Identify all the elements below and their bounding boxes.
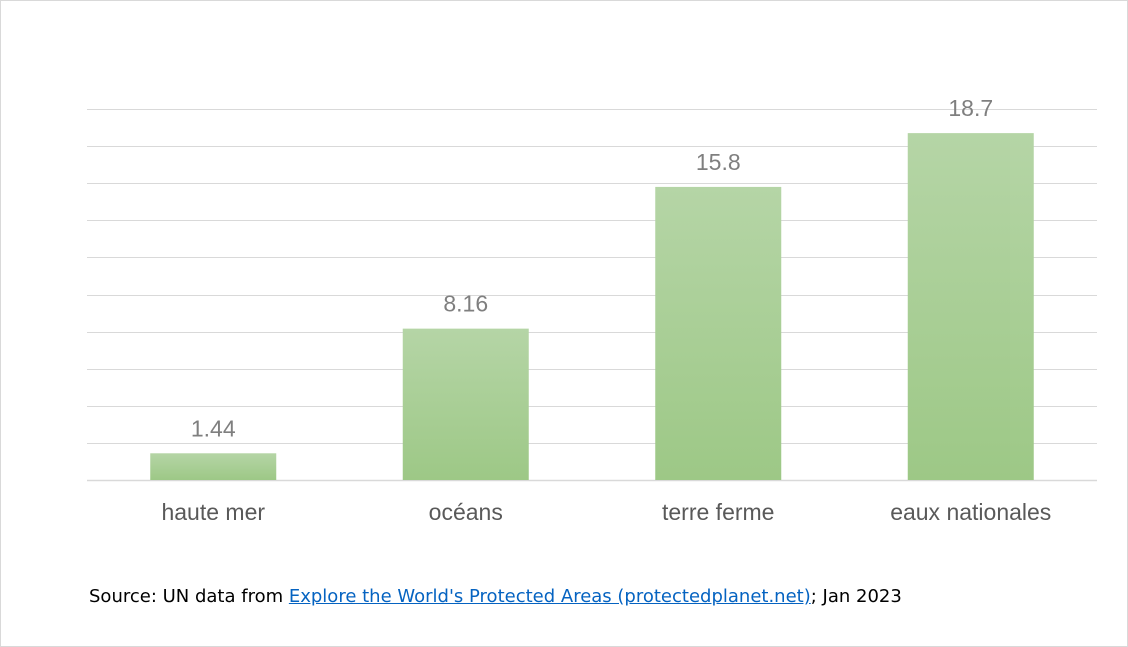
source-link[interactable]: Explore the World's Protected Areas (pro… [288,586,811,607]
data-label: 15.8 [696,149,741,175]
data-label: 18.7 [948,95,993,121]
value-labels: 1.44 8.16 15.8 18.7 [191,95,993,441]
data-label: 8.16 [443,291,488,317]
category-tick-label: terre ferme [662,499,774,525]
bar-haute-mer [150,453,277,480]
data-label: 1.44 [191,415,236,441]
bars [150,133,1034,481]
source-suffix: ; Jan 2023 [810,586,902,607]
category-labels: haute mer océans terre ferme eaux nationale… [161,499,1051,525]
category-tick-label: océans [429,499,503,525]
source-prefix: Source: UN data from [89,586,289,607]
bar-chart: 1.44 8.16 15.8 18.7 haute mer océans terre fe… [87,95,1097,525]
bar-océans [402,328,529,480]
category-tick-label: haute mer [161,499,265,525]
source-note: Source: UN data from Explore the World's… [89,586,902,607]
bar-eaux-nationales [907,133,1034,481]
category-tick-label: eaux nationales [890,499,1051,525]
bar-terre-ferme [655,186,782,480]
